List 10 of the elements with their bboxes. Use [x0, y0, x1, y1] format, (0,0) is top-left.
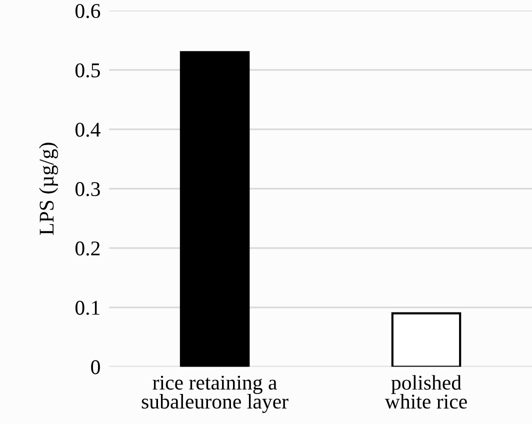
y-axis-title: LPS (µg/g) — [39, 142, 58, 235]
x-tick-label: polished white rice — [384, 375, 467, 409]
y-tick-label: 0.6 — [75, 4, 100, 18]
x-tick-label: rice retaining a subaleurone layer — [142, 376, 288, 413]
y-tick-label: 0.2 — [75, 241, 100, 256]
y-tick-label: 0.1 — [75, 300, 100, 315]
y-tick-label: 0.4 — [75, 122, 100, 137]
y-tick-label: 0.3 — [75, 182, 100, 196]
y-tick-label: 0 — [91, 360, 100, 374]
y-tick-label: 0.5 — [75, 63, 100, 78]
